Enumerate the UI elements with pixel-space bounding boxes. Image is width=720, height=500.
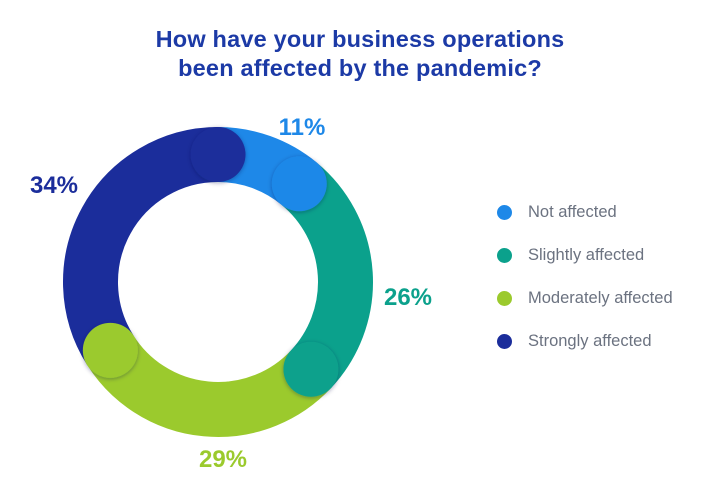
- legend-item-slightly-affected: Slightly affected: [497, 245, 673, 264]
- chart-title-line1: How have your business operations: [155, 26, 565, 52]
- legend-label-moderately-affected: Moderately affected: [528, 288, 673, 307]
- segment-value-not-affected: 11%: [278, 114, 326, 141]
- segment-cap-not-affected: [271, 156, 327, 212]
- segment-slightly-affected: [281, 162, 373, 389]
- chart-title: How have your business operations been a…: [0, 25, 720, 83]
- segment-cap-strongly-affected: [190, 127, 246, 182]
- legend-label-not-affected: Not affected: [528, 202, 617, 221]
- legend-dot-slightly-affected: [497, 247, 512, 263]
- segment-cap-moderately-affected: [82, 322, 138, 378]
- legend-dot-moderately-affected: [497, 290, 512, 306]
- segment-value-moderately-affected: 29%: [198, 446, 248, 473]
- segment-cap-slightly-affected: [283, 341, 339, 397]
- legend-dot-strongly-affected: [497, 333, 512, 349]
- legend-item-strongly-affected: Strongly affected: [497, 331, 673, 350]
- legend-label-strongly-affected: Strongly affected: [528, 331, 652, 350]
- legend-item-not-affected: Not affected: [497, 202, 673, 221]
- segment-strongly-affected: [63, 127, 219, 366]
- legend-label-slightly-affected: Slightly affected: [528, 245, 645, 264]
- segment-value-slightly-affected: 26%: [383, 284, 433, 311]
- legend: Not affected Slightly affected Moderatel…: [497, 202, 673, 350]
- legend-dot-not-affected: [497, 204, 512, 220]
- segment-value-strongly-affected: 34%: [29, 172, 79, 199]
- chart-title-line2: been affected by the pandemic?: [178, 55, 542, 81]
- legend-item-moderately-affected: Moderately affected: [497, 288, 673, 307]
- segment-moderately-affected: [87, 334, 331, 437]
